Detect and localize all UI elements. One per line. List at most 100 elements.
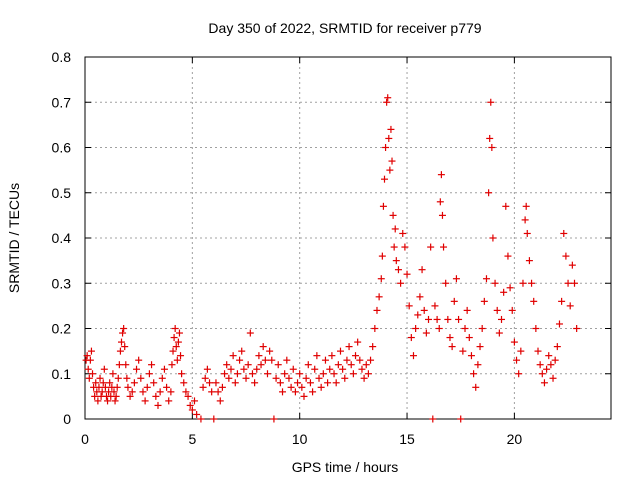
data-point (86, 356, 94, 364)
data-point (482, 275, 490, 283)
data-point (538, 370, 546, 378)
data-point (231, 379, 239, 387)
data-point (522, 202, 530, 210)
data-point (150, 379, 158, 387)
chart-title: Day 350 of 2022, SRMTID for receiver p77… (208, 20, 481, 36)
data-point (223, 361, 231, 369)
data-point (165, 397, 173, 405)
data-point (463, 306, 471, 314)
data-point (139, 388, 147, 396)
axis-ticks: 0 0.1 0.2 0.3 0.4 0.5 0.6 0.7 0.8 0 5 10 15 20 (52, 49, 611, 447)
data-point (154, 401, 162, 409)
data-point (238, 347, 246, 355)
data-point (450, 297, 458, 305)
data-point (259, 343, 267, 351)
data-point (119, 329, 127, 337)
data-point (229, 352, 237, 360)
y-tick-label: 0 (63, 411, 71, 427)
data-point (573, 325, 581, 332)
data-point (429, 415, 437, 423)
data-point (521, 216, 529, 224)
data-point (123, 374, 131, 382)
data-point (186, 401, 194, 409)
data-point (459, 347, 467, 355)
data-point (300, 392, 308, 400)
data-point (160, 365, 168, 373)
data-point (457, 415, 465, 423)
data-point (253, 365, 261, 373)
data-point (568, 261, 576, 269)
data-point (373, 306, 381, 314)
data-point (124, 383, 132, 391)
data-point (427, 243, 435, 251)
data-point (326, 365, 334, 373)
data-point (504, 252, 512, 260)
data-point (180, 379, 188, 387)
data-point (171, 325, 179, 332)
data-point (452, 275, 460, 283)
data-point (508, 306, 516, 314)
data-point (478, 325, 486, 332)
data-point (409, 352, 417, 360)
data-point (115, 361, 123, 369)
data-point (175, 329, 183, 337)
data-point (184, 392, 192, 400)
data-point (358, 365, 366, 373)
data-point (485, 189, 493, 197)
y-tick-label: 0.7 (52, 94, 72, 110)
data-point (89, 370, 97, 378)
data-point (279, 388, 287, 396)
data-point (352, 352, 360, 360)
data-point (311, 365, 319, 373)
data-point (336, 347, 344, 355)
data-point (551, 356, 559, 364)
data-point (437, 171, 445, 179)
data-point (549, 374, 557, 382)
data-point (167, 388, 175, 396)
data-point (236, 356, 244, 364)
data-point (506, 284, 514, 292)
data-point (436, 198, 444, 206)
grid-lines (85, 57, 611, 419)
x-tick-label: 20 (507, 431, 523, 447)
data-point (244, 361, 252, 369)
data-point (472, 383, 480, 391)
data-point (418, 266, 426, 274)
data-point (182, 388, 190, 396)
data-point (283, 356, 291, 364)
data-point (560, 229, 568, 237)
data-points (82, 94, 581, 423)
data-point (330, 370, 338, 378)
data-point (412, 325, 420, 332)
data-point (289, 365, 297, 373)
y-tick-label: 0.2 (52, 321, 72, 337)
data-point (438, 211, 446, 219)
data-point (354, 338, 362, 346)
data-point (446, 334, 454, 342)
data-point (470, 370, 478, 378)
data-point (467, 352, 475, 360)
data-point (306, 379, 314, 387)
data-point (403, 270, 411, 278)
data-point (380, 175, 388, 183)
data-point (173, 356, 181, 364)
data-point (121, 343, 129, 351)
data-point (135, 356, 143, 364)
data-point (397, 279, 405, 287)
data-point (440, 243, 448, 251)
data-point (334, 361, 342, 369)
data-point (233, 370, 241, 378)
data-point (296, 370, 304, 378)
data-point (110, 388, 118, 396)
x-axis-label: GPS time / hours (292, 459, 399, 475)
data-point (285, 374, 293, 382)
data-point (227, 365, 235, 373)
data-point (126, 392, 134, 400)
data-point (95, 383, 103, 391)
data-point (536, 361, 544, 369)
data-point (163, 383, 171, 391)
x-tick-label: 5 (188, 431, 196, 447)
data-point (371, 325, 379, 332)
data-point (203, 365, 211, 373)
data-point (347, 361, 355, 369)
